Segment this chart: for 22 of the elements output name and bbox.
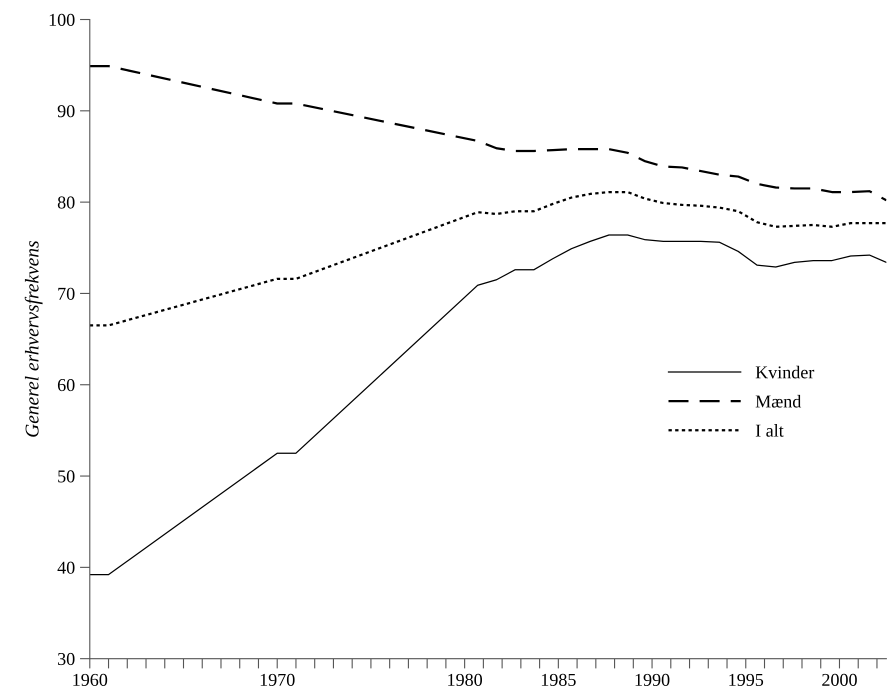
- x-tick-label: 1990: [636, 674, 670, 686]
- line-series: [90, 64, 886, 202]
- line-series: [90, 234, 886, 576]
- x-tick-label: 1995: [729, 674, 764, 686]
- legend-label: Kvinder: [756, 366, 814, 378]
- y-tick-label: 30: [58, 652, 75, 666]
- y-tick-label: 50: [58, 470, 75, 482]
- y-tick-label: 40: [58, 562, 75, 574]
- line-series: [90, 190, 886, 327]
- x-tick-label: 2000: [822, 674, 857, 686]
- x-tick-label: 1970: [260, 674, 295, 686]
- y-tick-label: 60: [58, 379, 75, 392]
- y-tick-label: 100: [50, 14, 75, 26]
- y-axis-title: Generel erhvervsfrekvens: [24, 240, 43, 437]
- y-tick-label: 80: [58, 196, 75, 209]
- y-tick-label: 70: [58, 288, 75, 300]
- legend-label: Mænd: [756, 394, 802, 408]
- x-tick-label: 1985: [542, 674, 576, 686]
- x-tick-label: 1980: [448, 674, 482, 686]
- y-tick-label: 90: [58, 105, 75, 118]
- x-tick-label: 1960: [73, 674, 108, 686]
- legend-label: I alt: [756, 424, 784, 437]
